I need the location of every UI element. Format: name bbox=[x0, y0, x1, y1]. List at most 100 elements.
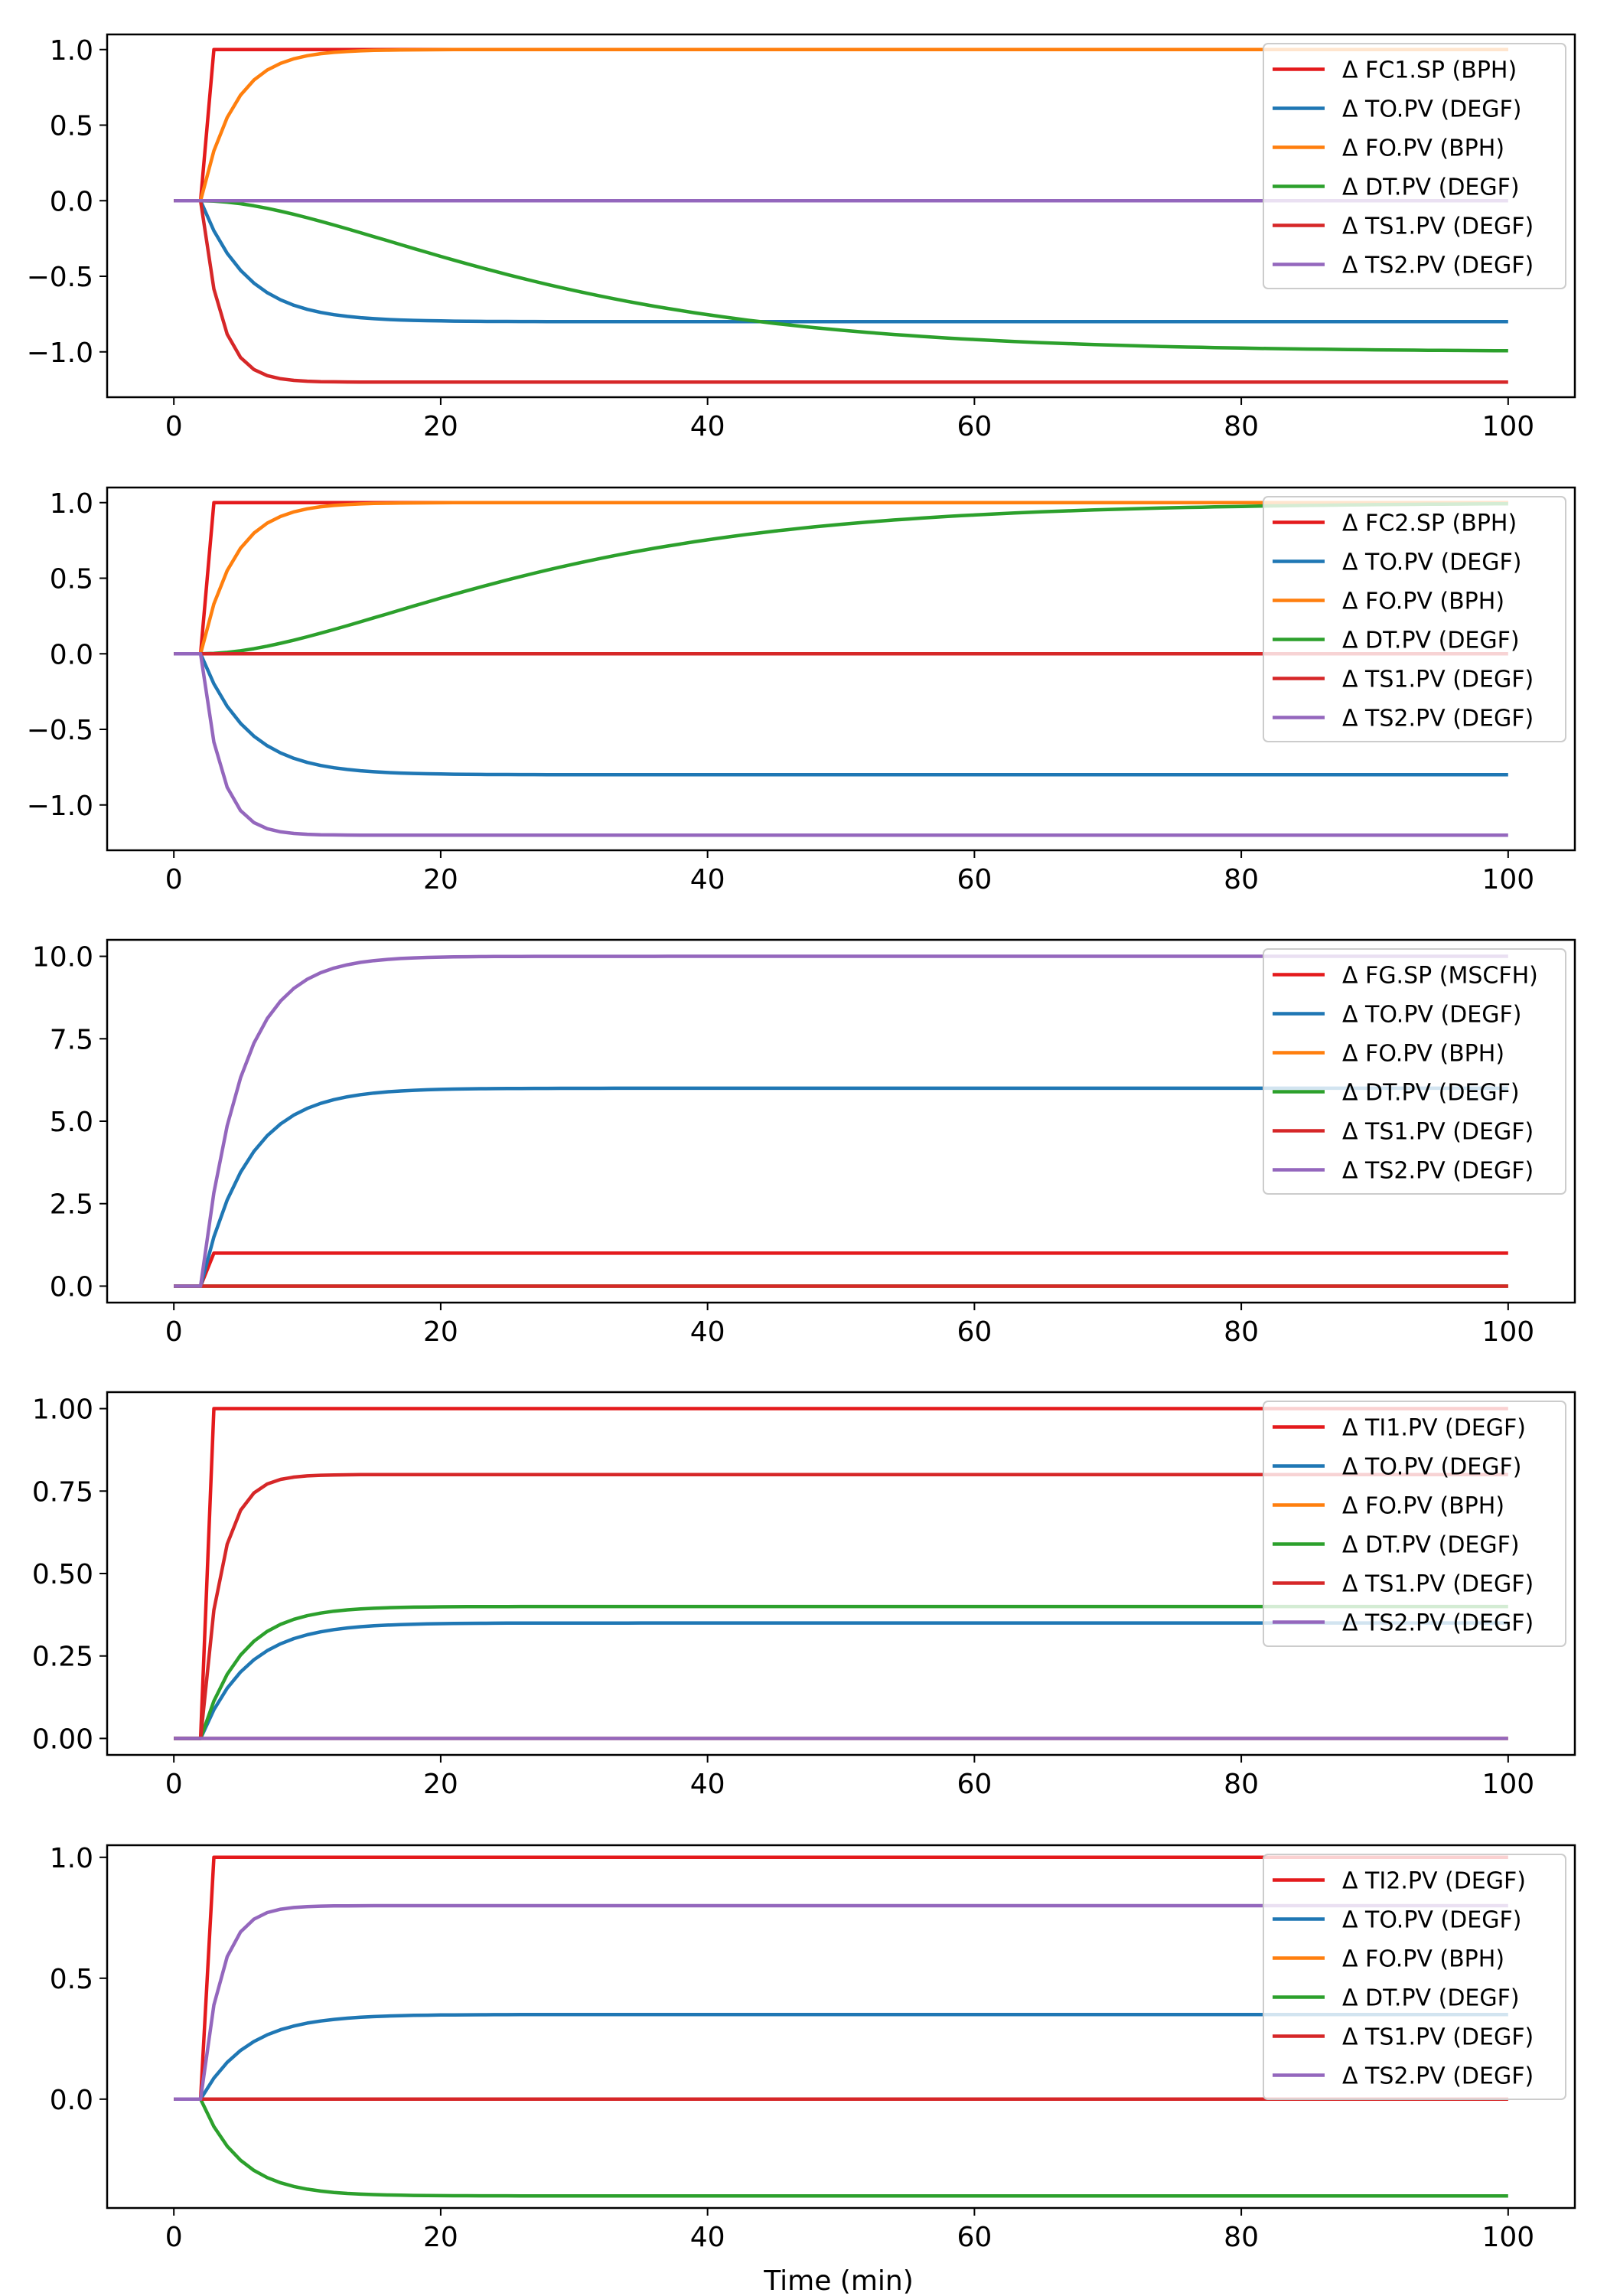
legend-entry: Δ FC1.SP (BPH) bbox=[1342, 57, 1517, 84]
legend-entry: Δ TS2.PV (DEGF) bbox=[1342, 1158, 1534, 1185]
legend-entry: Δ TI2.PV (DEGF) bbox=[1342, 1868, 1526, 1895]
y-tick-label: 5.0 bbox=[50, 1107, 93, 1138]
legend-entry: Δ FO.PV (BPH) bbox=[1342, 135, 1504, 162]
y-tick-label: 0.75 bbox=[32, 1476, 93, 1508]
y-tick-label: 1.0 bbox=[50, 35, 93, 67]
legend-entry: Δ TS2.PV (DEGF) bbox=[1342, 1610, 1534, 1637]
legend: Δ FG.SP (MSCFH) Δ TO.PV (DEGF) Δ FO.PV (BP… bbox=[1263, 948, 1566, 1195]
x-tick-label: 20 bbox=[423, 411, 458, 442]
x-tick-label: 40 bbox=[690, 1316, 725, 1348]
legend-entry: Δ DT.PV (DEGF) bbox=[1342, 1080, 1520, 1107]
series-line-4 bbox=[174, 2097, 1508, 2198]
x-tick-label: 40 bbox=[690, 2222, 725, 2253]
x-tick-label: 100 bbox=[1482, 2222, 1534, 2253]
y-tick-label: 0.5 bbox=[50, 1964, 93, 1995]
legend-entry: Δ TS2.PV (DEGF) bbox=[1342, 706, 1534, 732]
x-tick-label: 80 bbox=[1224, 411, 1259, 442]
axes-frame bbox=[106, 1844, 1576, 2210]
y-tick-label: −0.5 bbox=[27, 715, 93, 746]
legend-entry: Δ TO.PV (DEGF) bbox=[1342, 1907, 1521, 1934]
legend-entry: Δ DT.PV (DEGF) bbox=[1342, 1532, 1520, 1559]
legend-box bbox=[1263, 1854, 1566, 2100]
legend-entry: Δ TS1.PV (DEGF) bbox=[1342, 1571, 1534, 1598]
x-tick-label: 20 bbox=[423, 2222, 458, 2253]
y-tick-label: 0.25 bbox=[32, 1642, 93, 1673]
subplot-3: 0 20 40 60 80 100 10.0 7.5 5.0 2.5 0.0 Δ FG.SP (MSC… bbox=[32, 938, 1576, 1348]
subplot-4: 0 20 40 60 80 100 1.00 0.75 0.50 0.25 0.00 Δ TI1.PV… bbox=[32, 1391, 1576, 1800]
series-line-1 bbox=[174, 1251, 1508, 1288]
legend-entry: Δ FG.SP (MSCFH) bbox=[1342, 963, 1538, 990]
x-tick-label: 100 bbox=[1482, 1769, 1534, 1800]
subplots: 0 20 40 60 80 100 1.0 0.5 0.0 −0.5 −1.0 Δ FC1.SP (B… bbox=[27, 33, 1576, 2253]
legend-box bbox=[1263, 1401, 1566, 1647]
x-tick-label: 100 bbox=[1482, 864, 1534, 895]
x-tick-label: 0 bbox=[165, 411, 183, 442]
x-tick-label: 40 bbox=[690, 864, 725, 895]
x-tick-label: 60 bbox=[957, 2222, 992, 2253]
x-tick-label: 100 bbox=[1482, 411, 1534, 442]
series-line-6 bbox=[174, 652, 1508, 837]
series-line-4 bbox=[174, 199, 1508, 353]
legend: Δ FC2.SP (BPH) Δ TO.PV (DEGF) Δ FO.PV (BPH… bbox=[1263, 496, 1566, 742]
x-tick-label: 20 bbox=[423, 864, 458, 895]
y-tick-label: 1.0 bbox=[50, 488, 93, 520]
x-tick-label: 80 bbox=[1224, 864, 1259, 895]
x-tick-label: 0 bbox=[165, 1316, 183, 1348]
legend-entry: Δ FO.PV (BPH) bbox=[1342, 1041, 1504, 1068]
y-tick-label: 10.0 bbox=[32, 942, 93, 974]
legend-entry: Δ TS1.PV (DEGF) bbox=[1342, 2024, 1534, 2051]
y-tick-label: −1.0 bbox=[27, 791, 93, 822]
y-tick-label: 2.5 bbox=[50, 1189, 93, 1221]
x-tick-label: 60 bbox=[957, 1769, 992, 1800]
x-tick-label: 20 bbox=[423, 1769, 458, 1800]
y-tick-label: 1.0 bbox=[50, 1843, 93, 1874]
x-tick-label: 40 bbox=[690, 411, 725, 442]
legend-entry: Δ TS1.PV (DEGF) bbox=[1342, 1119, 1534, 1146]
legend-entry: Δ TO.PV (DEGF) bbox=[1342, 96, 1521, 123]
legend-box bbox=[1263, 43, 1566, 289]
x-tick-label: 0 bbox=[165, 864, 183, 895]
legend: Δ TI1.PV (DEGF) Δ TO.PV (DEGF) Δ FO.PV (BP… bbox=[1263, 1401, 1566, 1647]
legend-entry: Δ DT.PV (DEGF) bbox=[1342, 174, 1520, 201]
y-tick-label: 0.5 bbox=[50, 111, 93, 142]
legend-entry: Δ TS1.PV (DEGF) bbox=[1342, 667, 1534, 693]
legend-entry: Δ TO.PV (DEGF) bbox=[1342, 550, 1521, 576]
subplot-1: 0 20 40 60 80 100 1.0 0.5 0.0 −0.5 −1.0 Δ FC1.SP (B… bbox=[27, 33, 1576, 442]
y-tick-label: 0.0 bbox=[50, 186, 93, 217]
legend-box bbox=[1263, 948, 1566, 1195]
y-tick-label: −1.0 bbox=[27, 338, 93, 369]
y-tick-label: 0.5 bbox=[50, 564, 93, 595]
subplot-2: 0 20 40 60 80 100 1.0 0.5 0.0 −0.5 −1.0 Δ FC2.SP (B… bbox=[27, 486, 1576, 895]
series-line-5 bbox=[174, 199, 1508, 384]
y-tick-label: 0.0 bbox=[50, 639, 93, 670]
legend-entry: Δ FC2.SP (BPH) bbox=[1342, 510, 1517, 537]
legend: Δ TI2.PV (DEGF) Δ TO.PV (DEGF) Δ FO.PV (BP… bbox=[1263, 1854, 1566, 2100]
y-tick-label: 7.5 bbox=[50, 1024, 93, 1055]
x-tick-label: 0 bbox=[165, 1769, 183, 1800]
series-line-2 bbox=[174, 199, 1508, 324]
legend-entry: Δ TO.PV (DEGF) bbox=[1342, 1002, 1521, 1029]
legend-entry: Δ FO.PV (BPH) bbox=[1342, 1946, 1504, 1973]
axes-frame bbox=[106, 486, 1576, 852]
x-tick-label: 40 bbox=[690, 1769, 725, 1800]
legend-entry: Δ DT.PV (DEGF) bbox=[1342, 1985, 1520, 2012]
x-tick-label: 0 bbox=[165, 2222, 183, 2253]
x-tick-label: 60 bbox=[957, 864, 992, 895]
legend-entry: Δ TI1.PV (DEGF) bbox=[1342, 1415, 1526, 1442]
x-tick-label: 20 bbox=[423, 1316, 458, 1348]
x-tick-label: 100 bbox=[1482, 1316, 1534, 1348]
x-tick-label: 60 bbox=[957, 1316, 992, 1348]
series-line-2 bbox=[174, 652, 1508, 777]
x-tick-label: 80 bbox=[1224, 1769, 1259, 1800]
legend-entry: Δ TS2.PV (DEGF) bbox=[1342, 253, 1534, 279]
x-tick-label: 80 bbox=[1224, 2222, 1259, 2253]
legend-box bbox=[1263, 496, 1566, 742]
legend-entry: Δ TS2.PV (DEGF) bbox=[1342, 2063, 1534, 2090]
legend-entry: Δ FO.PV (BPH) bbox=[1342, 1493, 1504, 1520]
x-tick-label: 80 bbox=[1224, 1316, 1259, 1348]
subplot-5: 0 20 40 60 80 100 1.0 0.5 0.0 Δ TI2.PV (DEGF) Δ TO… bbox=[50, 1843, 1576, 2253]
y-tick-label: 0.0 bbox=[50, 1271, 93, 1303]
y-tick-label: 0.0 bbox=[50, 2085, 93, 2116]
x-tick-label: 60 bbox=[957, 411, 992, 442]
